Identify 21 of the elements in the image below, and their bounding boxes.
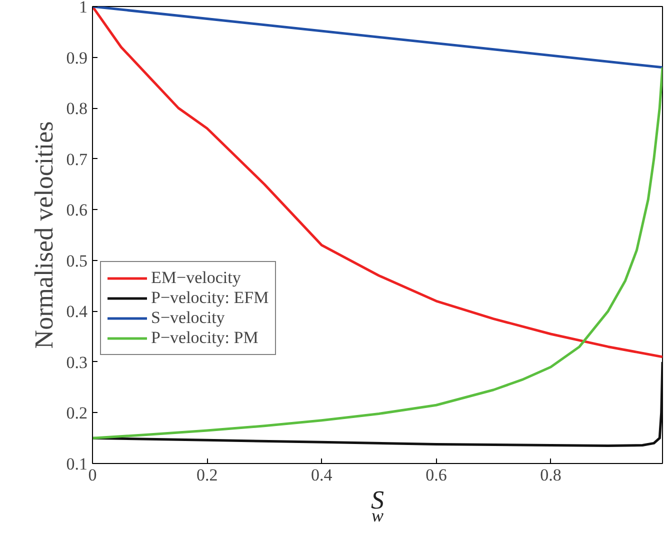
y-tick-label: 1 bbox=[79, 0, 88, 16]
y-tick-label: 0.3 bbox=[66, 352, 88, 372]
y-tick-label: 0.8 bbox=[66, 99, 88, 118]
y-tick-label: 0.7 bbox=[66, 150, 88, 169]
y-tick-label: 0.2 bbox=[66, 404, 88, 423]
legend-label: S−velocity bbox=[151, 308, 225, 328]
x-tick-label: 0.2 bbox=[196, 466, 218, 484]
y-tick-label: 0.5 bbox=[66, 251, 88, 270]
y-axis-title: Normalised velocities bbox=[29, 121, 58, 349]
y-tick-label: 0.1 bbox=[66, 454, 88, 474]
legend-label: EM−velocity bbox=[151, 268, 241, 288]
legend-label: P−velocity: EFM bbox=[151, 288, 269, 308]
x-tick-label: 0.8 bbox=[540, 466, 562, 484]
y-tick-label: 0.9 bbox=[66, 48, 88, 68]
x-tick-label: 0 bbox=[88, 466, 97, 484]
legend-label: P−velocity: PM bbox=[151, 328, 258, 348]
x-axis-title: Sw bbox=[371, 486, 384, 526]
x-tick-label: 0.4 bbox=[311, 466, 333, 484]
y-tick-label: 0.4 bbox=[66, 302, 88, 322]
y-tick-label: 0.6 bbox=[66, 200, 88, 220]
x-tick-label: 0.6 bbox=[426, 466, 447, 484]
